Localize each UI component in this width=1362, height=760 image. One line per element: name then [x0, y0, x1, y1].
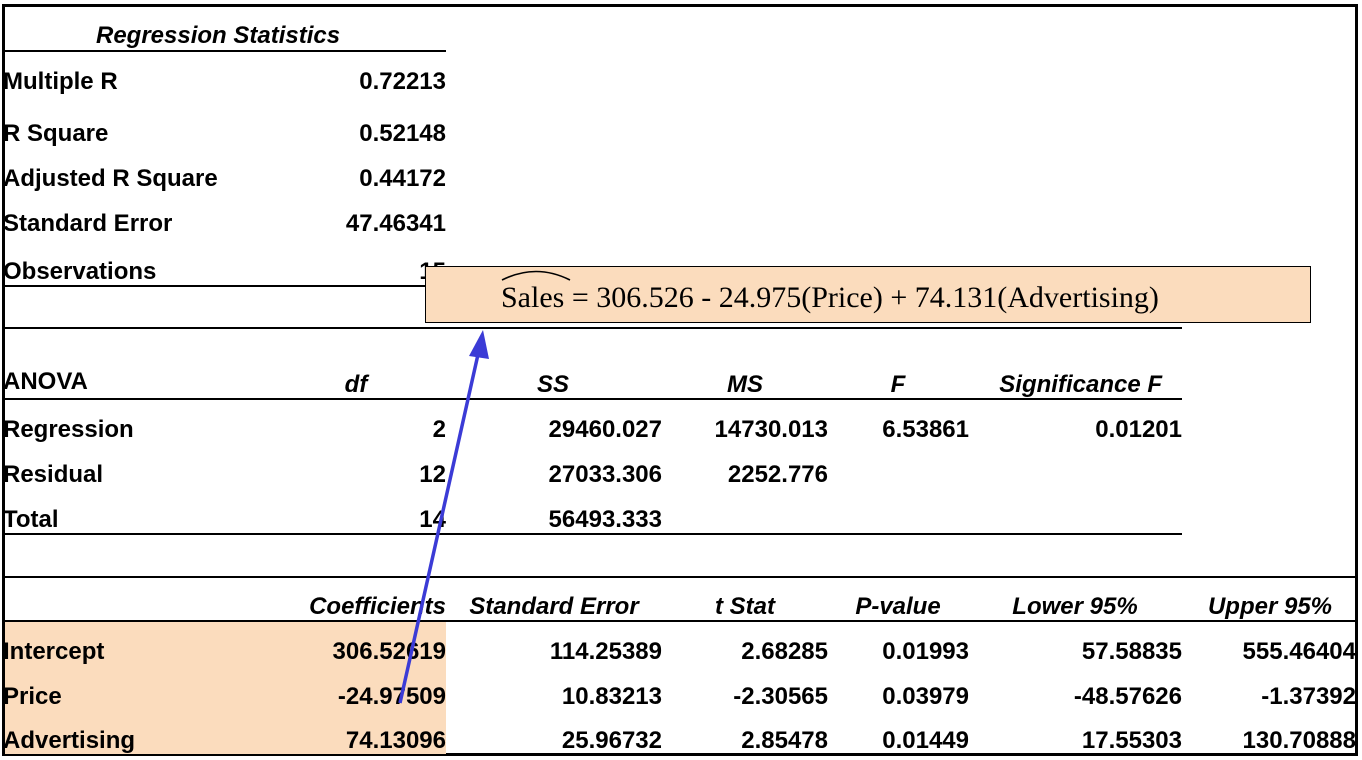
regression-statistics-title: Regression Statistics [96, 22, 341, 49]
equation-rhs: = 306.526 - 24.975(Price) + 74.131(Adver… [571, 281, 1159, 314]
coef-p-value: 0.01993 [882, 638, 969, 665]
anova-ms: 2252.776 [727, 461, 828, 488]
coef-p-value: 0.03979 [882, 683, 969, 710]
anova-header-f: F [890, 371, 906, 398]
anova-header-sig: Significance F [999, 371, 1162, 398]
stat-label: Adjusted R Square [3, 165, 218, 192]
stat-label: Standard Error [3, 210, 173, 237]
coef-header-t-stat: t Stat [715, 593, 775, 620]
coef-t-stat: 2.68285 [741, 638, 828, 665]
stat-value: 0.72213 [359, 68, 446, 95]
equation-text: Sales = 306.526 - 24.975(Price) + 74.131… [501, 281, 1159, 315]
anova-ss: 27033.306 [548, 461, 662, 488]
divider [5, 620, 1355, 622]
anova-ss: 56493.333 [548, 506, 662, 533]
coef-upper-95: -1.37392 [1261, 683, 1356, 710]
anova-header-ms: MS [727, 371, 763, 398]
coef-row-label: Intercept [3, 638, 105, 665]
anova-title: ANOVA [3, 368, 88, 395]
divider [5, 398, 1182, 400]
anova-row-label: Residual [3, 461, 104, 488]
stat-label: Multiple R [3, 68, 118, 95]
stat-label: R Square [3, 120, 109, 147]
coef-value: -24.97509 [337, 683, 446, 710]
coef-header-p-value: P-value [855, 593, 941, 620]
coef-upper-95: 130.70888 [1242, 727, 1356, 754]
coef-p-value: 0.01449 [882, 727, 969, 754]
coef-row-label: Advertising [3, 727, 136, 754]
stat-value: 0.52148 [359, 120, 446, 147]
anova-sig: 0.01201 [1095, 416, 1182, 443]
divider [5, 327, 1182, 329]
anova-df: 12 [419, 461, 446, 488]
anova-ss: 29460.027 [548, 416, 662, 443]
anova-row-label: Regression [3, 416, 134, 443]
hat-symbol [501, 270, 571, 281]
anova-row-label: Total [3, 506, 59, 533]
divider [5, 50, 446, 52]
divider [5, 285, 446, 287]
coef-t-stat: 2.85478 [741, 727, 828, 754]
anova-header-ss: SS [536, 371, 569, 398]
coef-header-upper-95: Upper 95% [1207, 593, 1333, 620]
stat-label: Observations [3, 258, 157, 285]
stat-value: 0.44172 [359, 165, 446, 192]
coef-header-lower-95: Lower 95% [1012, 593, 1138, 620]
equation-lhs: Sales [501, 281, 565, 314]
coef-t-stat: -2.30565 [733, 683, 828, 710]
anova-f: 6.53861 [882, 416, 969, 443]
coef-standard-error: 10.83213 [561, 683, 662, 710]
coef-value: 306.52619 [332, 638, 446, 665]
coef-standard-error: 114.25389 [549, 638, 662, 665]
coef-row-label: Price [3, 683, 62, 710]
output-frame [2, 4, 1358, 756]
coefficients-highlight [5, 621, 446, 754]
divider [5, 533, 1182, 535]
anova-ms: 14730.013 [714, 416, 828, 443]
anova-df: 2 [432, 416, 446, 443]
coef-standard-error: 25.96732 [561, 727, 662, 754]
divider [5, 576, 1355, 578]
anova-header-df: df [344, 371, 368, 398]
coef-header-standard-error: Standard Error [469, 593, 639, 620]
coef-value: 74.13096 [345, 727, 446, 754]
regression-equation: Sales = 306.526 - 24.975(Price) + 74.131… [425, 266, 1311, 323]
stat-value: 47.46341 [345, 210, 446, 237]
coef-lower-95: 17.55303 [1081, 727, 1182, 754]
coef-upper-95: 555.46404 [1242, 638, 1356, 665]
coef-lower-95: -48.57626 [1073, 683, 1182, 710]
coef-lower-95: 57.58835 [1081, 638, 1182, 665]
